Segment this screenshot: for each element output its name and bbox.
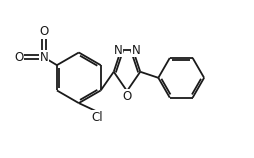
Text: O: O (122, 90, 132, 103)
Text: O: O (39, 25, 49, 38)
Text: O: O (14, 51, 23, 64)
Text: N: N (132, 44, 140, 57)
Text: N: N (40, 51, 48, 64)
Text: N: N (114, 44, 122, 57)
Text: Cl: Cl (91, 111, 103, 124)
